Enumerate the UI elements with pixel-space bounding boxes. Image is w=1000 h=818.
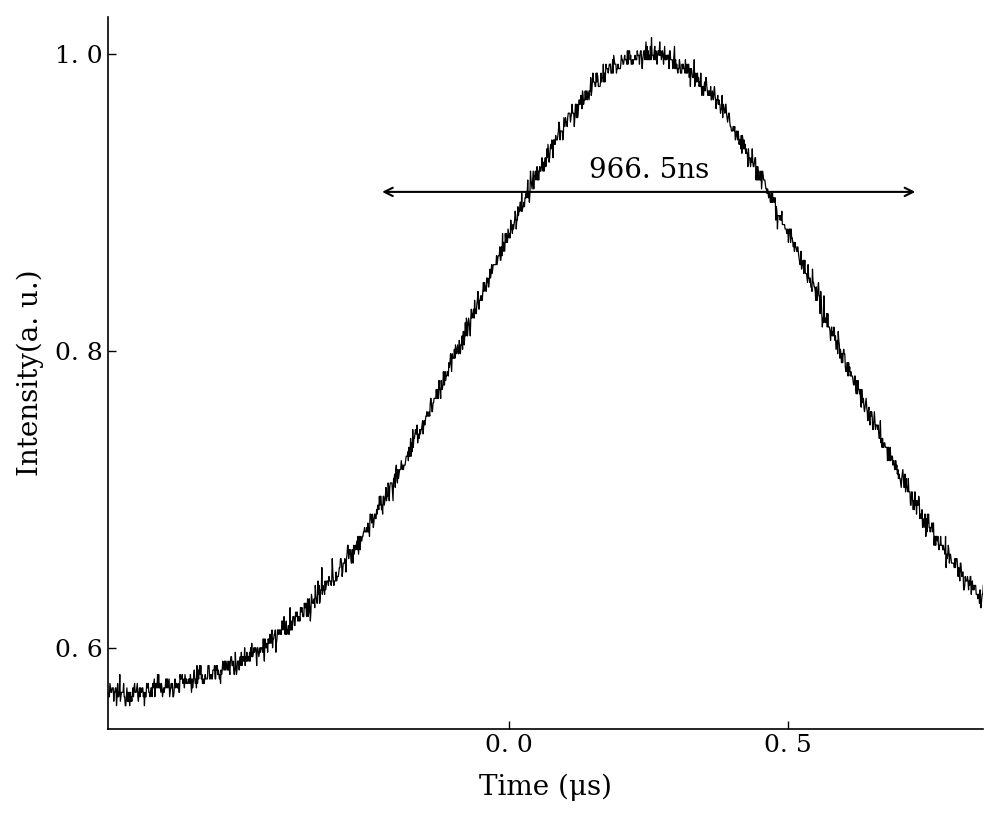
Y-axis label: Intensity(a. u.): Intensity(a. u.) (17, 270, 44, 476)
X-axis label: Time (μs): Time (μs) (479, 774, 612, 802)
Text: 966. 5ns: 966. 5ns (589, 158, 709, 185)
